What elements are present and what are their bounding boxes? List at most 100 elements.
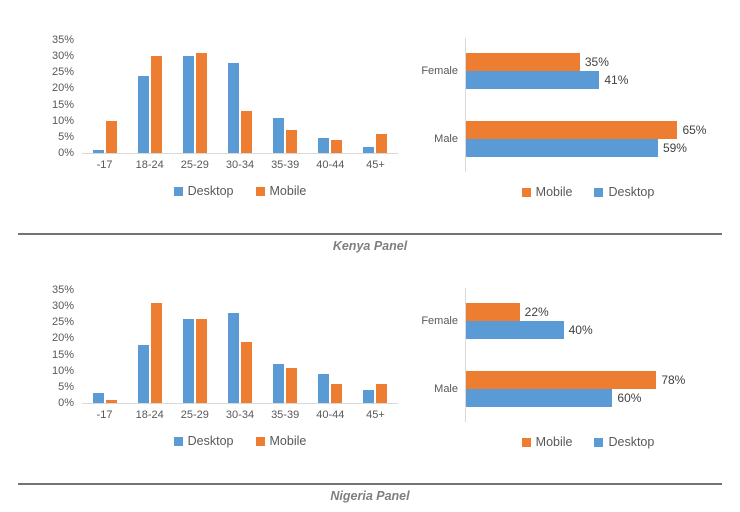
bar-mobile-1824 [150, 302, 162, 403]
panel-caption: Kenya Panel [332, 239, 408, 253]
bar-mobile-2529 [195, 52, 207, 153]
kenya-gender-chart: Female 35% 41% Male 65% 59% Mobile Desktop [421, 38, 711, 199]
bar-mobile-2529 [195, 319, 207, 403]
x-tick-label: -17 [96, 159, 113, 171]
legend-marker-desktop-icon [173, 186, 183, 196]
legend-label: Desktop [608, 435, 655, 449]
bar-desktop-17 [92, 149, 104, 153]
data-label: 78% [661, 373, 686, 387]
bar-group-female: Female 22% 40% [421, 303, 711, 339]
y-axis: 0% 5% 10% 15% 20% 25% 30% 35% [42, 284, 78, 409]
bar-desktop-1824 [137, 344, 149, 403]
bar-mobile-45 [376, 133, 388, 153]
bar-desktop-3034 [227, 62, 239, 153]
chart-legend: Mobile Desktop [465, 185, 711, 199]
bar-group-45 [353, 40, 398, 153]
legend-item-mobile: Mobile [255, 434, 306, 448]
bar-mobile-17 [105, 120, 117, 153]
legend-marker-mobile-icon [521, 437, 531, 447]
y-tick-label: 15% [51, 348, 74, 361]
x-tick-label: 30-34 [225, 409, 255, 421]
bar-mobile-17 [105, 399, 117, 403]
x-axis: -17 18-24 25-29 30-34 35-39 40-44 45+ [82, 159, 398, 171]
bar-desktop-3539 [273, 364, 285, 403]
bar-mobile-male [466, 121, 678, 139]
y-tick-label: 0% [58, 397, 74, 409]
bar-group-3539 [263, 290, 308, 403]
bar-groups [82, 290, 398, 403]
legend-marker-desktop-icon [594, 187, 604, 197]
panel-divider [18, 483, 722, 485]
y-tick-label: 0% [58, 147, 74, 159]
bar-desktop-female [466, 71, 600, 89]
bar-mobile-3539 [286, 367, 298, 403]
x-tick-label: -17 [96, 409, 113, 421]
data-label: 35% [584, 55, 609, 69]
y-tick-label: 10% [51, 114, 74, 127]
bar-row: 65% [466, 121, 711, 139]
bar-desktop-male [466, 139, 658, 157]
bar-group-2529 [172, 40, 217, 153]
panel-divider [18, 233, 722, 235]
bar-group-17 [82, 40, 127, 153]
bar-group-3034 [217, 40, 262, 153]
bar-desktop-1824 [137, 75, 149, 153]
legend-item-desktop: Desktop [173, 184, 234, 198]
chart-legend: Mobile Desktop [465, 435, 711, 449]
legend-item-mobile: Mobile [255, 184, 307, 198]
bar-group-4044 [308, 290, 353, 403]
bar-desktop-2529 [182, 56, 194, 153]
age-chart-plot: 0% 5% 10% 15% 20% 25% 30% 35% [52, 34, 398, 159]
bar-mobile-3034 [240, 341, 252, 403]
bar-group-1824 [127, 40, 172, 153]
x-tick-label: 35-39 [271, 409, 300, 421]
data-label: 59% [662, 141, 687, 155]
legend-item-mobile: Mobile [521, 435, 572, 449]
bar-desktop-3034 [227, 312, 239, 403]
y-tick-label: 25% [51, 316, 74, 329]
chart-legend: Desktop Mobile [82, 434, 398, 448]
bar-row: 41% [466, 71, 711, 89]
category-label: Female [421, 65, 458, 77]
bar-mobile-4044 [331, 140, 343, 153]
x-tick-label: 35-39 [271, 159, 300, 171]
y-tick-label: 30% [51, 50, 74, 63]
legend-marker-desktop-icon [173, 436, 183, 446]
bar-row: 22% [466, 303, 711, 321]
bar-group-2529 [172, 290, 217, 403]
bar-group-3539 [263, 40, 308, 153]
legend-label: Desktop [608, 185, 655, 199]
bar-mobile-3034 [240, 111, 252, 153]
x-tick-label: 25-29 [180, 159, 209, 171]
bar-desktop-male [466, 389, 613, 407]
x-axis: -17 18-24 25-29 30-34 35-39 40-44 45+ [82, 409, 398, 421]
x-tick-label: 30-34 [225, 159, 255, 171]
bar-row: 35% [466, 53, 711, 71]
bar-group-female: Female 35% 41% [421, 53, 711, 89]
y-tick-label: 5% [58, 380, 74, 393]
data-label: 22% [524, 305, 549, 319]
y-tick-label: 35% [51, 284, 74, 296]
y-tick-label: 30% [51, 300, 74, 313]
bar-group-male: Male 78% 60% [434, 371, 711, 407]
bar-row: 59% [466, 139, 711, 157]
y-tick-label: 20% [51, 332, 74, 345]
y-tick-label: 5% [58, 130, 74, 143]
y-tick-label: 25% [51, 66, 74, 79]
bar-groups [82, 40, 398, 153]
legend-label: Desktop [187, 434, 234, 448]
legend-label: Mobile [269, 184, 307, 198]
bar-desktop-2529 [182, 319, 194, 403]
bar-group-45 [353, 290, 398, 403]
x-tick-label: 45+ [366, 409, 385, 421]
bar-row: 78% [466, 371, 711, 389]
bar-desktop-3539 [273, 117, 285, 153]
bar-mobile-1824 [150, 56, 162, 153]
data-label: 40% [568, 323, 593, 337]
bar-desktop-4044 [318, 373, 330, 403]
bar-mobile-45 [376, 383, 388, 403]
gender-chart-plot: Female 22% 40% Male 78% 60% [421, 288, 711, 422]
x-tick-label: 40-44 [316, 159, 345, 171]
legend-item-mobile: Mobile [521, 185, 572, 199]
bar-desktop-17 [92, 393, 104, 403]
